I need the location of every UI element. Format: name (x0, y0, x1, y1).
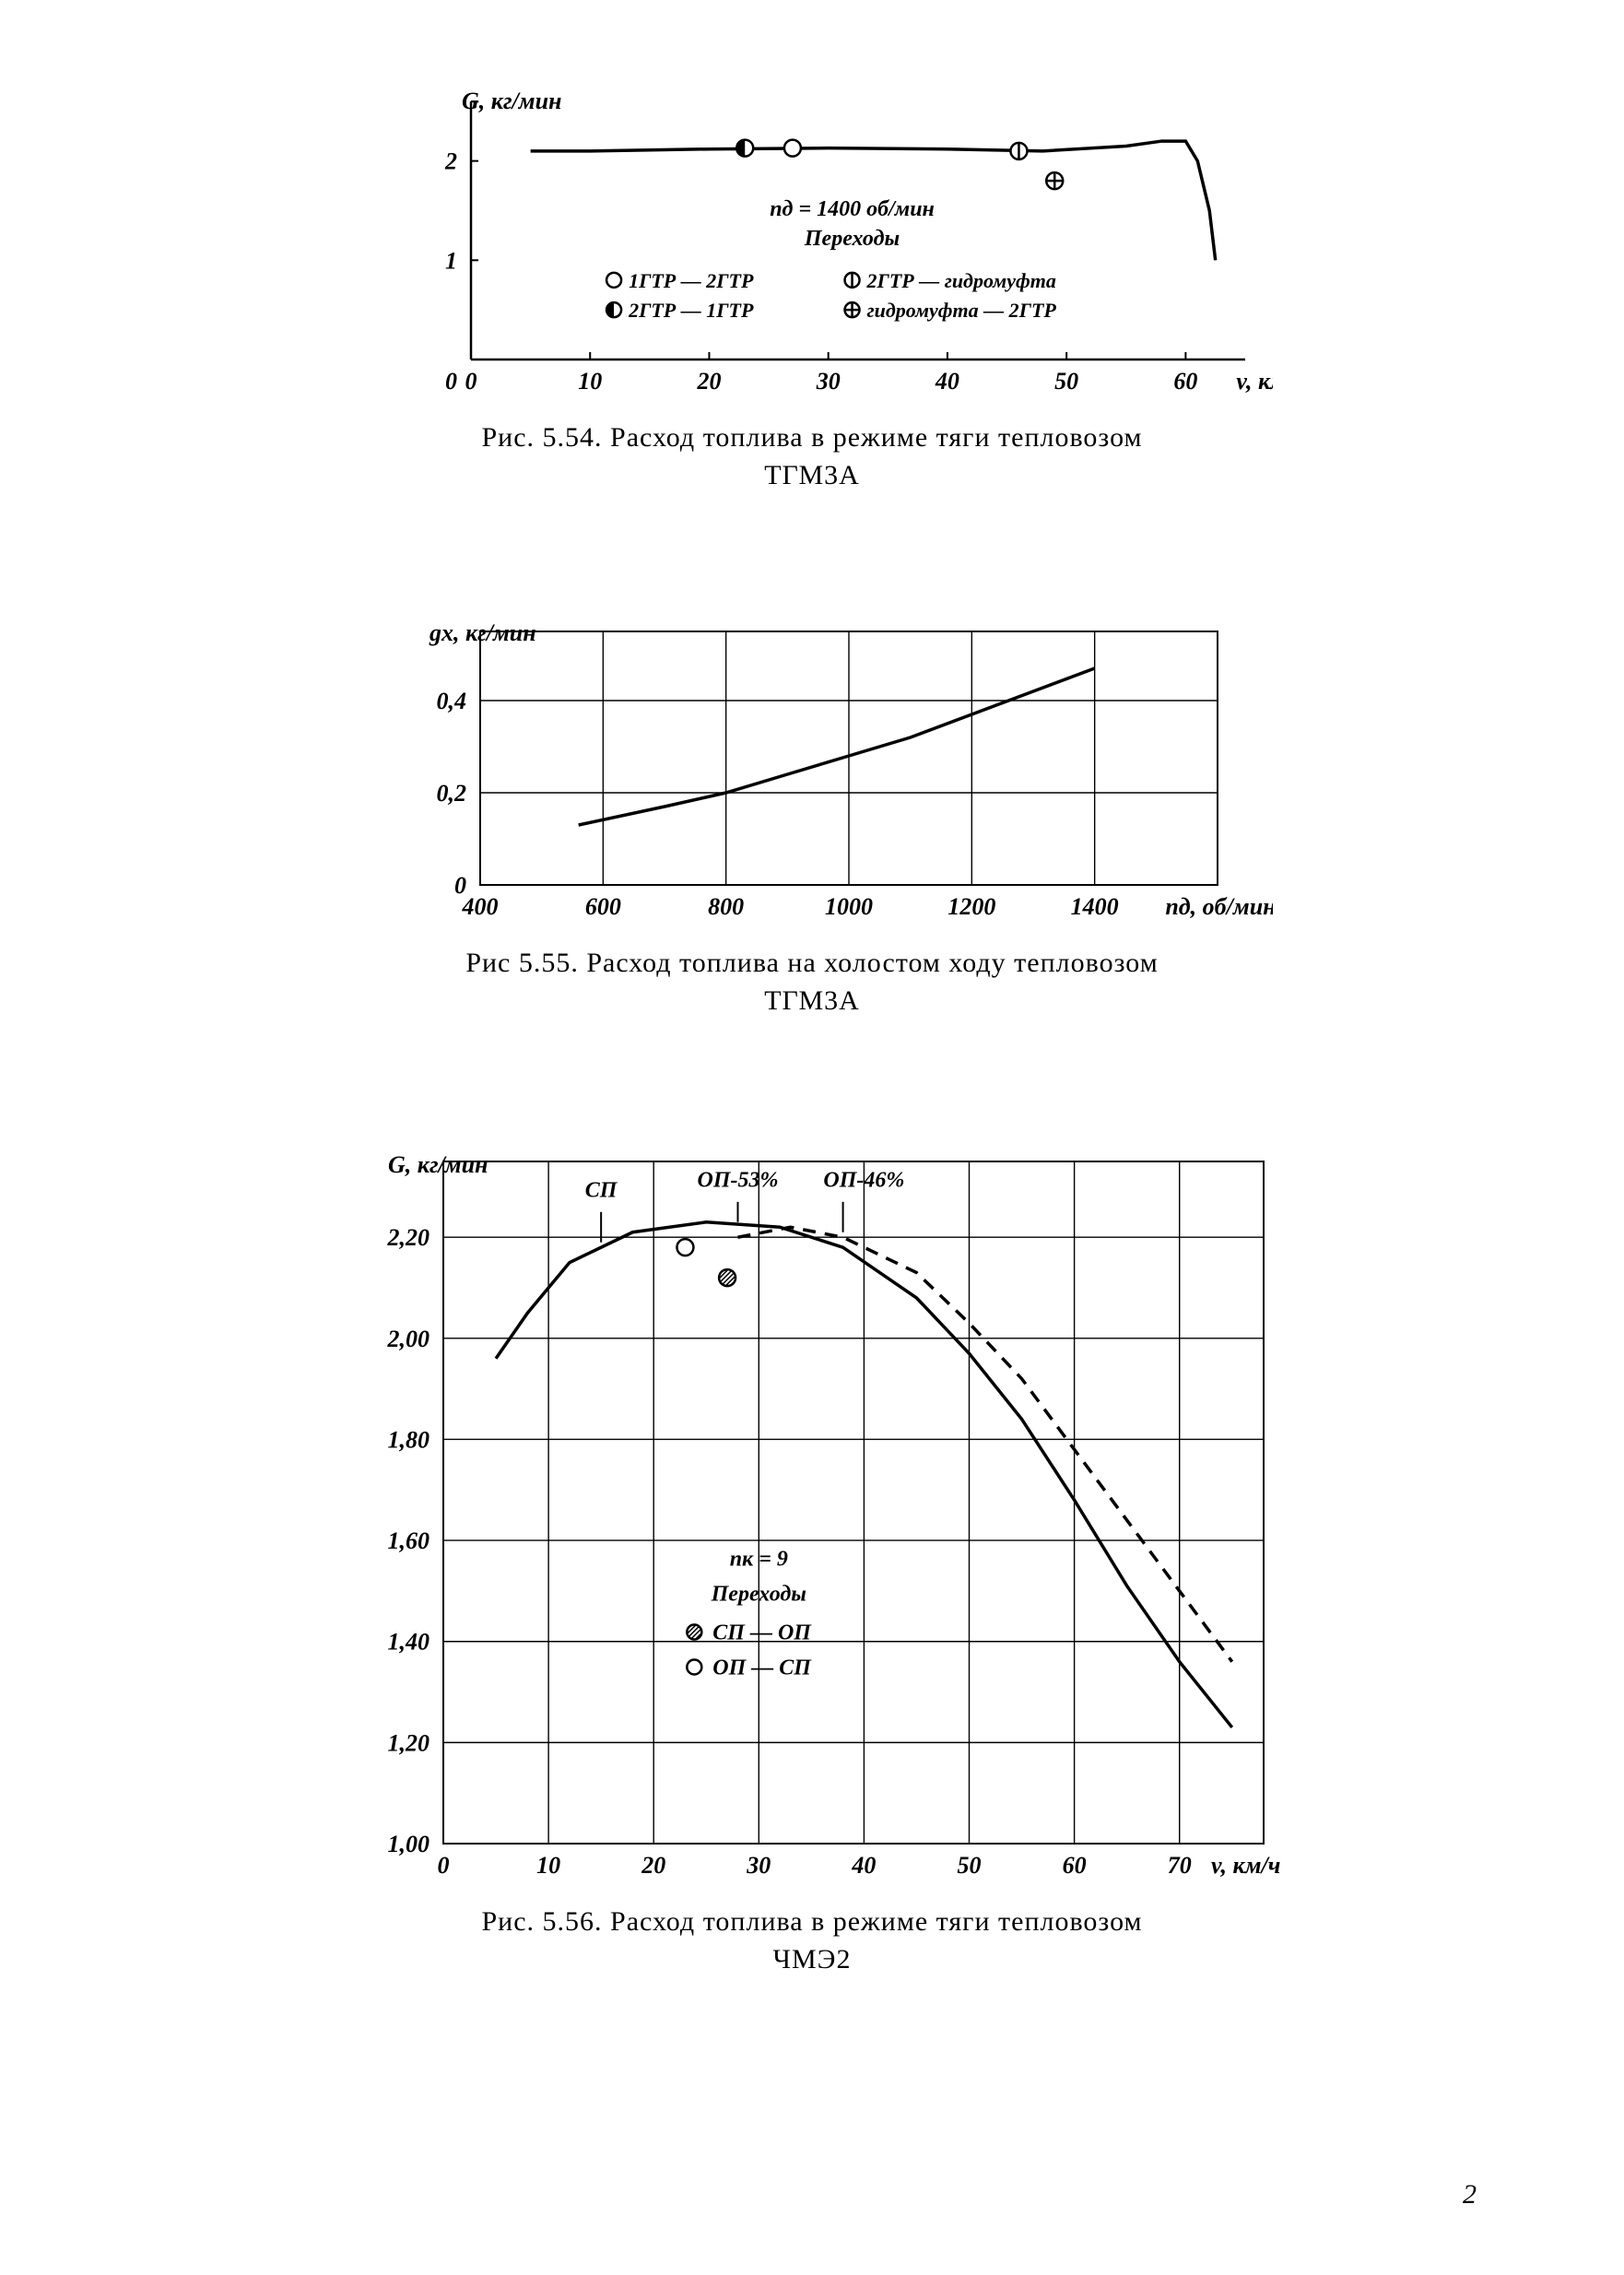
svg-text:ОП-53%: ОП-53% (697, 1168, 778, 1192)
svg-text:nк = 9: nк = 9 (730, 1548, 788, 1572)
figure-5-54: 0102030405060120G, кг/минv, км/чnд = 140… (351, 83, 1273, 494)
svg-text:G, кг/мин: G, кг/мин (388, 1151, 488, 1178)
svg-text:Переходы: Переходы (804, 227, 900, 251)
svg-text:1,20: 1,20 (388, 1729, 430, 1756)
svg-text:50: 50 (958, 1852, 982, 1879)
caption-5-56: Рис. 5.56. Расход топлива в режиме тяги … (314, 1904, 1310, 1978)
svg-text:1,40: 1,40 (388, 1629, 430, 1656)
chart-5-56: 0 10 20 30 40 50 60 70 1,00 1,20 1,40 1,60 1,80 2,00 2… (314, 1134, 1310, 1899)
svg-text:G, кг/мин: G, кг/мин (462, 88, 561, 114)
chart-5-54: 0102030405060120G, кг/минv, км/чnд = 140… (351, 83, 1273, 415)
page-number: 2 (1463, 2179, 1477, 2210)
svg-text:1,00: 1,00 (388, 1831, 430, 1857)
svg-text:СП — ОП: СП — ОП (712, 1621, 812, 1645)
svg-text:2,20: 2,20 (387, 1224, 430, 1251)
svg-text:70: 70 (1168, 1852, 1192, 1879)
svg-text:50: 50 (1054, 368, 1078, 395)
svg-text:40: 40 (935, 368, 959, 395)
svg-text:nд, об/мин: nд, об/мин (1165, 893, 1273, 920)
svg-text:2: 2 (444, 148, 457, 175)
chart-5-55: 400 600 800 1000 1200 1400 0 0,2 0,4 gх, кг/мин nд… (351, 608, 1273, 940)
svg-text:1ГТР — 2ГТР: 1ГТР — 2ГТР (629, 269, 754, 292)
svg-text:400: 400 (462, 893, 499, 920)
svg-text:0: 0 (454, 872, 466, 899)
svg-text:гидромуфта — 2ГТР: гидромуфта — 2ГТР (867, 299, 1057, 322)
svg-text:800: 800 (708, 893, 744, 920)
svg-text:60: 60 (1173, 368, 1197, 395)
svg-text:30: 30 (746, 1852, 771, 1879)
svg-text:v, км/ч: v, км/ч (1211, 1852, 1280, 1879)
svg-text:1000: 1000 (825, 893, 873, 920)
svg-text:v, км/ч: v, км/ч (1236, 368, 1273, 395)
svg-text:ОП-46%: ОП-46% (823, 1168, 904, 1192)
svg-text:0,2: 0,2 (437, 780, 467, 807)
svg-text:2,00: 2,00 (387, 1326, 430, 1352)
caption-5-54: Рис. 5.54. Расход топлива в режиме тяги … (351, 419, 1273, 494)
svg-text:0: 0 (438, 1852, 450, 1879)
caption-5-55: Рис 5.55. Расход топлива на холостом ход… (351, 945, 1273, 1020)
svg-text:600: 600 (585, 893, 621, 920)
svg-text:0,4: 0,4 (437, 688, 467, 714)
figure-5-55: 400 600 800 1000 1200 1400 0 0,2 0,4 gх, кг/мин nд… (351, 608, 1273, 1020)
svg-text:20: 20 (641, 1852, 665, 1879)
svg-text:60: 60 (1063, 1852, 1087, 1879)
svg-text:40: 40 (851, 1852, 876, 1879)
svg-text:1,80: 1,80 (388, 1426, 430, 1453)
svg-text:10: 10 (536, 1852, 560, 1879)
svg-text:1400: 1400 (1071, 893, 1119, 920)
svg-text:1200: 1200 (947, 893, 995, 920)
svg-text:1: 1 (445, 247, 457, 274)
svg-text:ОП — СП: ОП — СП (712, 1656, 812, 1680)
svg-text:nд = 1400 об/мин: nд = 1400 об/мин (770, 197, 935, 221)
svg-text:gх, кг/мин: gх, кг/мин (429, 619, 536, 646)
svg-text:Переходы: Переходы (711, 1583, 806, 1607)
svg-text:20: 20 (696, 368, 721, 395)
svg-text:1,60: 1,60 (388, 1527, 430, 1554)
svg-text:10: 10 (578, 368, 602, 395)
svg-text:0: 0 (445, 368, 457, 395)
svg-text:2ГТР — гидромуфта: 2ГТР — гидромуфта (866, 269, 1056, 292)
svg-text:2ГТР — 1ГТР: 2ГТР — 1ГТР (628, 299, 754, 322)
figure-5-56: 0 10 20 30 40 50 60 70 1,00 1,20 1,40 1,60 1,80 2,00 2… (314, 1134, 1310, 1978)
svg-text:0: 0 (465, 368, 477, 395)
svg-text:СП: СП (585, 1178, 618, 1202)
svg-text:30: 30 (816, 368, 841, 395)
